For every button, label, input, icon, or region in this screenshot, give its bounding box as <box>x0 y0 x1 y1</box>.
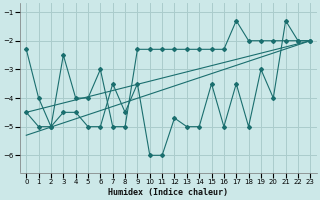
X-axis label: Humidex (Indice chaleur): Humidex (Indice chaleur) <box>108 188 228 197</box>
